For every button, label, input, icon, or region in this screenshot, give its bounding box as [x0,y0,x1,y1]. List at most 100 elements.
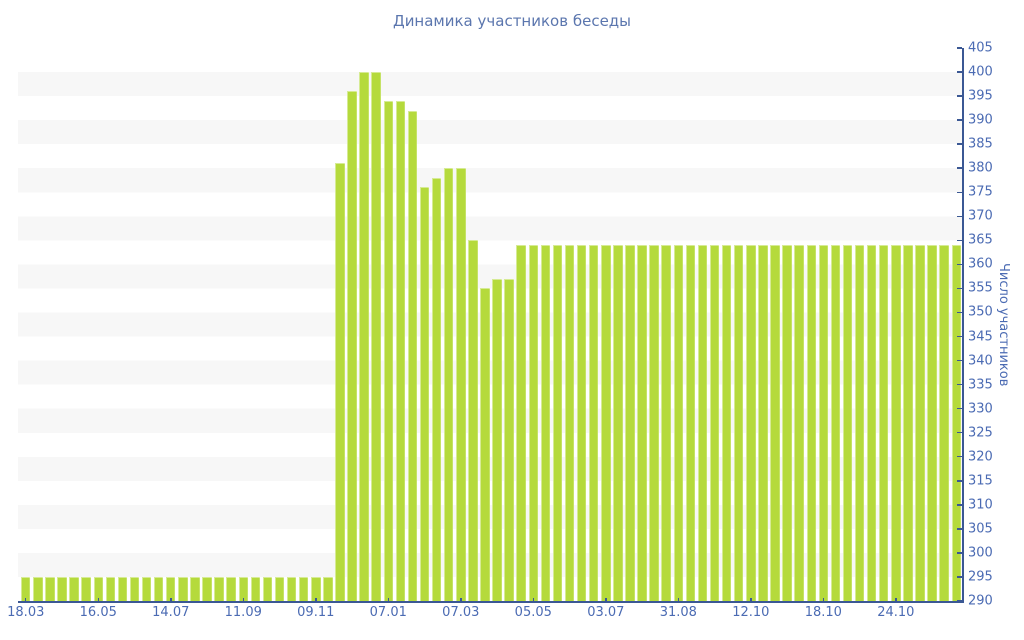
x-tick-label: 09.11 [297,605,335,620]
bar[interactable] [178,576,188,601]
bar[interactable] [939,245,949,601]
bar[interactable] [202,576,212,601]
bar[interactable] [383,100,394,601]
bar[interactable] [468,240,478,601]
bar[interactable] [842,245,853,601]
y-tick-mark [957,47,962,49]
bar[interactable] [226,576,236,601]
bar[interactable] [153,576,164,601]
x-tick-label: 18.10 [804,605,842,620]
bar[interactable] [238,576,248,601]
bar[interactable] [685,245,696,601]
bar[interactable] [419,187,430,601]
bar[interactable] [129,576,140,601]
y-tick-label: 320 [968,449,993,465]
x-tick-label: 24.10 [877,605,915,620]
bar[interactable] [733,245,744,601]
bar[interactable] [758,245,768,601]
bar[interactable] [456,168,466,601]
bar[interactable] [879,245,889,601]
bar[interactable] [721,245,732,601]
bar[interactable] [746,245,756,601]
bar[interactable] [504,278,514,601]
bar[interactable] [431,177,442,601]
bar[interactable] [516,245,526,601]
bar[interactable] [33,576,43,601]
bar[interactable] [891,245,901,601]
bar[interactable] [915,245,925,601]
y-tick-label: 335 [968,377,993,393]
y-tick-mark [957,431,962,434]
bar[interactable] [806,245,816,601]
y-tick-label: 360 [968,256,993,272]
bar[interactable] [613,245,623,601]
bar[interactable] [588,245,599,601]
bar[interactable] [286,576,297,601]
y-tick-label: 370 [968,208,993,224]
bar[interactable] [625,245,635,601]
bar[interactable] [274,576,285,601]
bar[interactable] [830,245,841,601]
bar[interactable] [21,576,31,601]
bar[interactable] [927,245,937,601]
bar[interactable] [166,576,176,601]
bar[interactable] [492,278,502,601]
y-tick-mark [957,311,962,314]
bar[interactable] [443,168,454,601]
bar[interactable] [528,245,539,601]
bar[interactable] [45,576,55,601]
x-tick-label: 14.07 [152,605,190,620]
y-tick-label: 300 [968,545,993,561]
y-tick-label: 375 [968,184,993,200]
bar[interactable] [854,245,865,601]
bar[interactable] [564,245,575,601]
bar[interactable] [552,245,563,601]
bar[interactable] [697,245,708,601]
y-tick-label: 390 [968,112,993,128]
bar[interactable] [709,245,720,601]
bar[interactable] [770,245,780,601]
bar[interactable] [93,576,103,601]
bar[interactable] [359,72,369,601]
bar[interactable] [371,72,381,601]
x-tick-mark [460,598,462,602]
x-tick-mark [170,598,172,602]
bar[interactable] [480,288,490,601]
bar[interactable] [117,576,128,601]
bar[interactable] [866,245,877,601]
bar[interactable] [311,576,321,601]
bar[interactable] [903,245,913,601]
y-axis-title: Число участников [996,262,1011,387]
bar[interactable] [262,576,273,601]
bar[interactable] [347,91,357,601]
y-tick-mark [957,287,962,290]
bar[interactable] [673,245,684,601]
bar[interactable] [576,245,587,601]
bar[interactable] [323,576,333,601]
y-tick-label: 405 [968,40,993,56]
bar[interactable] [794,245,804,601]
bar[interactable] [250,576,261,601]
bar[interactable] [298,576,309,601]
bar[interactable] [818,245,829,601]
bar[interactable] [601,245,611,601]
y-tick-mark [957,335,962,338]
bar[interactable] [407,110,418,601]
bar[interactable] [637,245,647,601]
x-tick-mark [677,598,680,602]
bar[interactable] [141,576,152,601]
bar[interactable] [335,163,345,601]
bar[interactable] [649,245,659,601]
y-tick-label: 290 [968,593,993,609]
bar[interactable] [57,576,67,601]
bar[interactable] [661,245,671,601]
bar[interactable] [540,245,551,601]
bar[interactable] [105,576,116,601]
bar[interactable] [214,576,224,601]
bar[interactable] [81,576,91,601]
bar[interactable] [69,576,79,601]
bar[interactable] [782,245,792,601]
bar[interactable] [395,100,406,601]
bar[interactable] [951,245,961,601]
bar[interactable] [190,576,200,601]
